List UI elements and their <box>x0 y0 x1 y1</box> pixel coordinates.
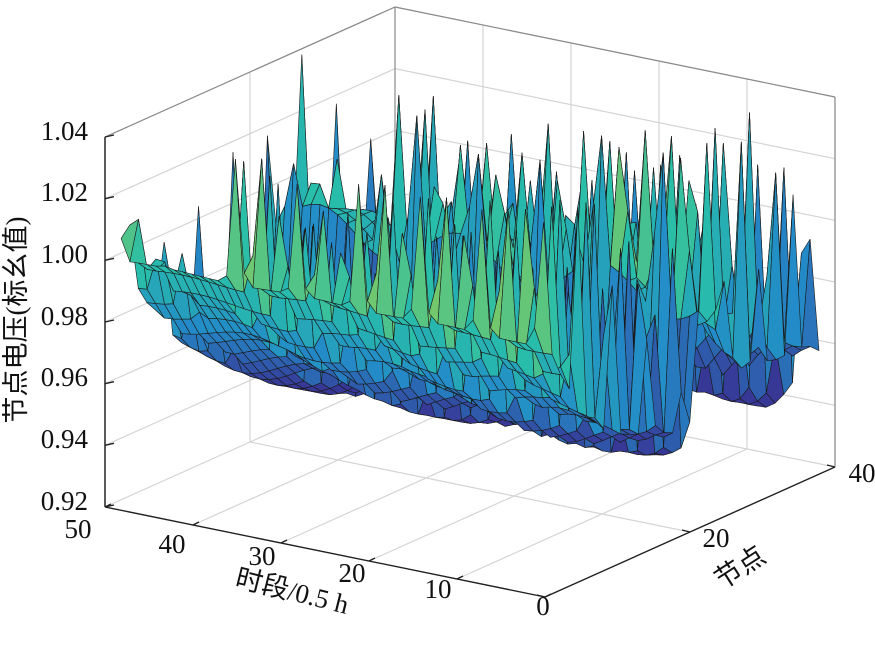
z-tick-mark <box>104 257 115 262</box>
z-tick-label: 0.94 <box>41 424 89 454</box>
gridline <box>104 6 836 138</box>
x-tick-label: 10 <box>425 574 452 604</box>
z-tick-mark <box>104 134 115 138</box>
x-tick-mark <box>280 539 288 544</box>
y-tick-mark <box>536 594 546 598</box>
x-tick-label: 30 <box>249 541 276 571</box>
surface-patch <box>534 221 553 355</box>
z-tick-label: 1.00 <box>41 239 88 269</box>
x-tick-mark <box>104 503 112 508</box>
z-tick-label: 1.02 <box>41 177 88 207</box>
surface-patch <box>328 159 347 210</box>
gridline <box>249 441 691 533</box>
x-tick-label: 40 <box>159 529 186 559</box>
y-tick-mark <box>826 464 836 468</box>
z-tick-label: 1.04 <box>41 116 89 146</box>
z-tick-mark <box>104 195 115 200</box>
y-tick-mark <box>681 529 691 533</box>
y-tick-label: 20 <box>703 523 730 553</box>
x-tick-mark <box>456 575 464 580</box>
x-tick-mark <box>192 521 200 526</box>
z-tick-mark <box>104 380 115 385</box>
z-tick-label: 0.92 <box>41 486 88 516</box>
x-tick-mark <box>544 593 552 598</box>
y-tick-label: 40 <box>849 458 875 488</box>
box-edge <box>104 6 396 138</box>
x-tick-label: 50 <box>65 514 92 544</box>
x-axis-title: 时段/0.5 h <box>233 563 353 620</box>
tick-labels: 0.92 0.94 0.96 0.98 1.00 1.02 1.04 50 40… <box>41 116 875 621</box>
z-axis-title: 节点电压(标幺值) <box>1 217 31 424</box>
x-tick-label: 0 <box>536 591 550 621</box>
axis-line <box>104 506 546 598</box>
z-tick-mark <box>104 442 115 447</box>
x-tick-mark <box>368 557 376 562</box>
z-tick-label: 0.96 <box>41 362 88 392</box>
x-tick-label: 20 <box>339 558 366 588</box>
box-edge <box>394 6 836 98</box>
z-tick-label: 0.98 <box>41 301 88 331</box>
surface-mesh <box>120 54 820 456</box>
z-tick-mark <box>104 319 115 323</box>
